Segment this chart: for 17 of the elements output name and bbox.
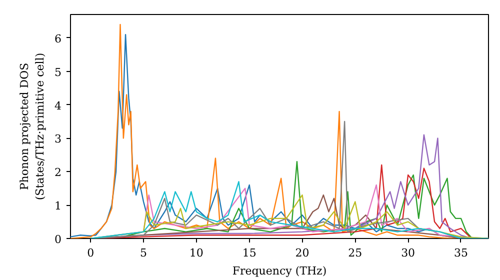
x-tick-label: 30 [401,246,416,260]
x-tick-label: 15 [242,246,256,260]
y-tick-label: 6 [54,32,62,46]
y-axis-title: Phonon projected DOS (States/THz·primitive cell) [18,52,46,200]
x-tick-label: 20 [295,246,310,260]
x-axis-title: Frequency (THz) [232,264,327,278]
x-tick-label: 35 [454,246,468,260]
x-tick-label: 10 [189,246,204,260]
y-tick-label: 4 [54,99,62,112]
y-tick-label: 1 [54,200,62,213]
y-tick-label: 0 [54,233,62,246]
y-tick-label: 5 [54,66,62,79]
x-tick-label: 5 [140,246,148,260]
y-tick-label: 2 [54,166,62,180]
y-tick-label: 3 [54,132,62,146]
x-tick-label: 25 [348,246,362,260]
x-tick-label: 0 [87,246,94,260]
